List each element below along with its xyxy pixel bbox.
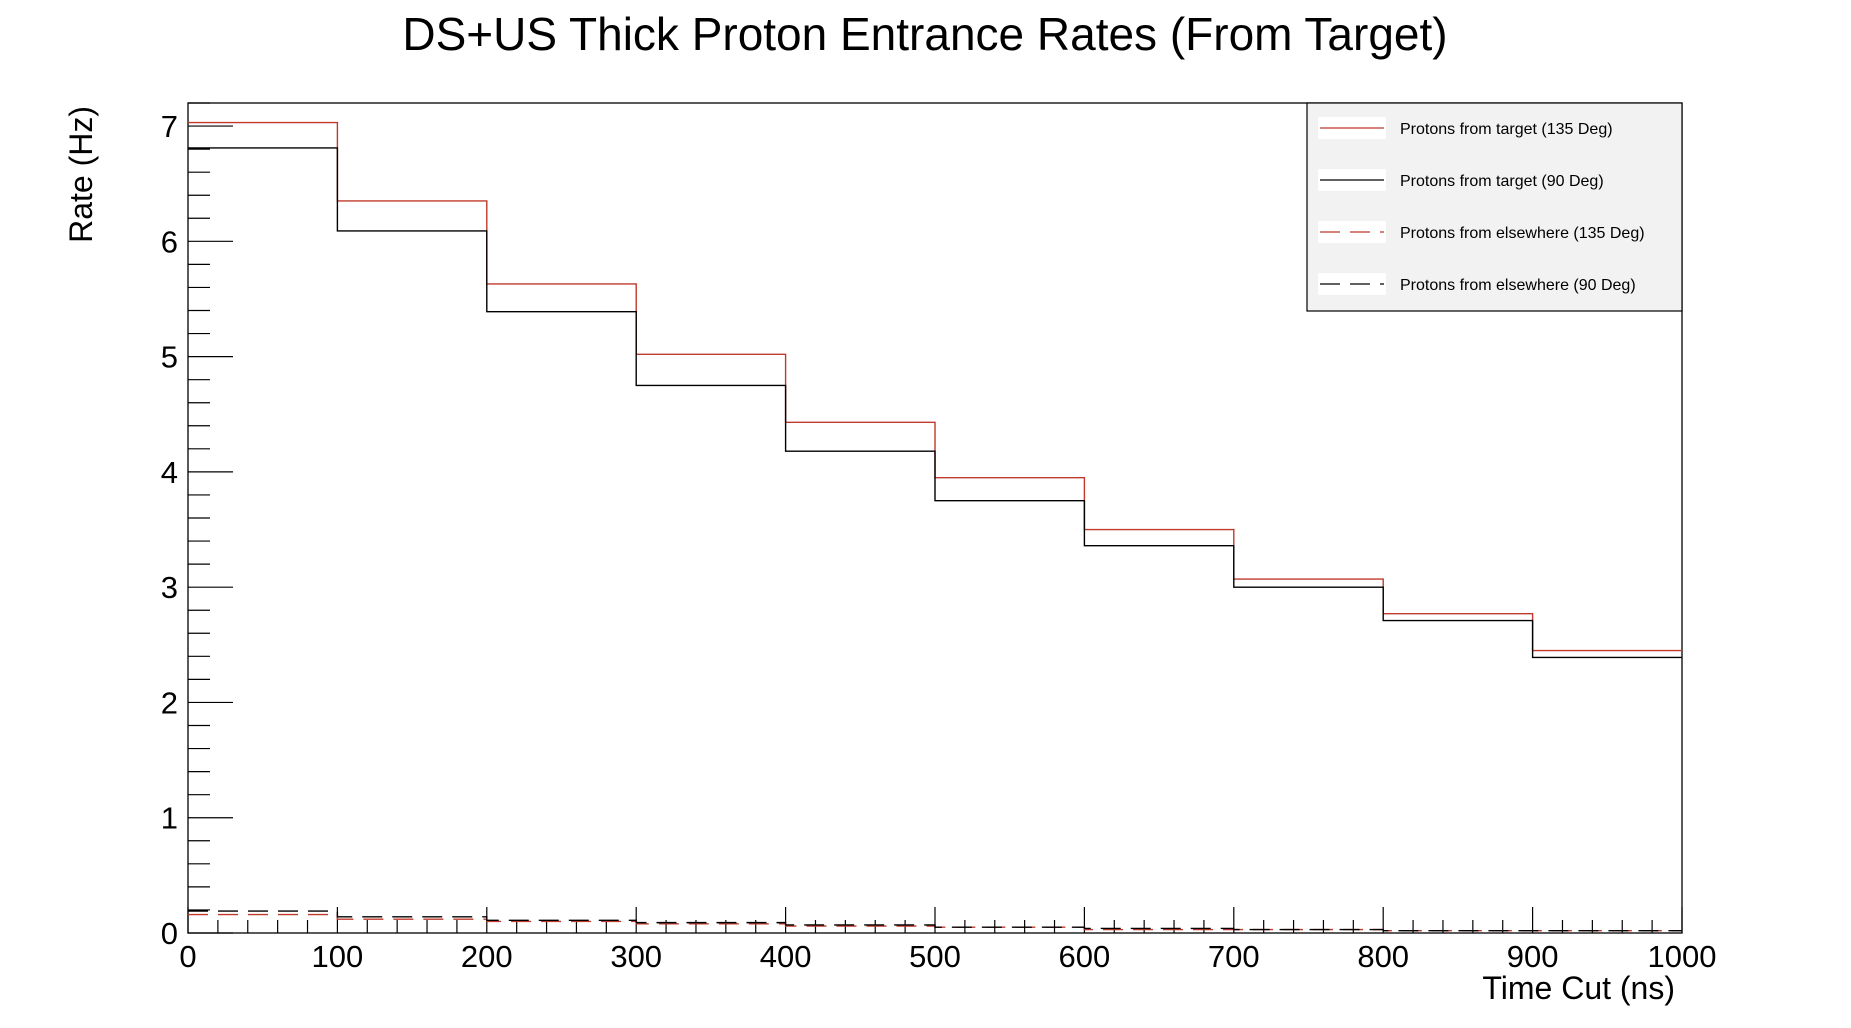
x-tick-label: 800 bbox=[1357, 939, 1409, 974]
y-tick-label: 6 bbox=[161, 224, 178, 259]
x-tick-label: 100 bbox=[312, 939, 364, 974]
legend-label: Protons from target (135 Deg) bbox=[1400, 121, 1613, 138]
y-tick-label: 5 bbox=[161, 340, 178, 375]
x-tick-label: 700 bbox=[1208, 939, 1260, 974]
x-axis-title: Time Cut (ns) bbox=[1482, 970, 1675, 1006]
x-tick-label: 1000 bbox=[1648, 939, 1717, 974]
x-tick-label: 600 bbox=[1059, 939, 1111, 974]
y-tick-label: 4 bbox=[161, 455, 178, 490]
legend-label: Protons from target (90 Deg) bbox=[1400, 173, 1604, 190]
y-axis-title: Rate (Hz) bbox=[63, 106, 99, 243]
legend-label: Protons from elsewhere (90 Deg) bbox=[1400, 277, 1636, 294]
x-tick-label: 300 bbox=[610, 939, 662, 974]
series-line-4 bbox=[188, 910, 1682, 932]
legend: Protons from target (135 Deg) Protons fro… bbox=[1306, 102, 1683, 312]
x-tick-label: 200 bbox=[461, 939, 513, 974]
legend-label: Protons from elsewhere (135 Deg) bbox=[1400, 225, 1645, 242]
series-line-2 bbox=[188, 147, 1682, 659]
x-tick-label: 400 bbox=[760, 939, 812, 974]
y-tick-label: 0 bbox=[161, 916, 178, 951]
y-tick-label: 3 bbox=[161, 570, 178, 605]
x-tick-label: 900 bbox=[1507, 939, 1559, 974]
series-layer bbox=[188, 121, 1682, 932]
y-tick-label: 1 bbox=[161, 801, 178, 836]
y-tick-label: 7 bbox=[161, 109, 178, 144]
chart-title: DS+US Thick Proton Entrance Rates (From … bbox=[402, 8, 1447, 60]
y-axis: 0 1 2 3 4 5 6 7 bbox=[161, 102, 233, 951]
x-tick-label: 500 bbox=[909, 939, 961, 974]
x-axis: 0 100 200 300 400 500 600 700 800 900 1000 bbox=[179, 907, 1716, 974]
y-tick-label: 2 bbox=[161, 685, 178, 720]
x-tick-label: 0 bbox=[179, 939, 196, 974]
